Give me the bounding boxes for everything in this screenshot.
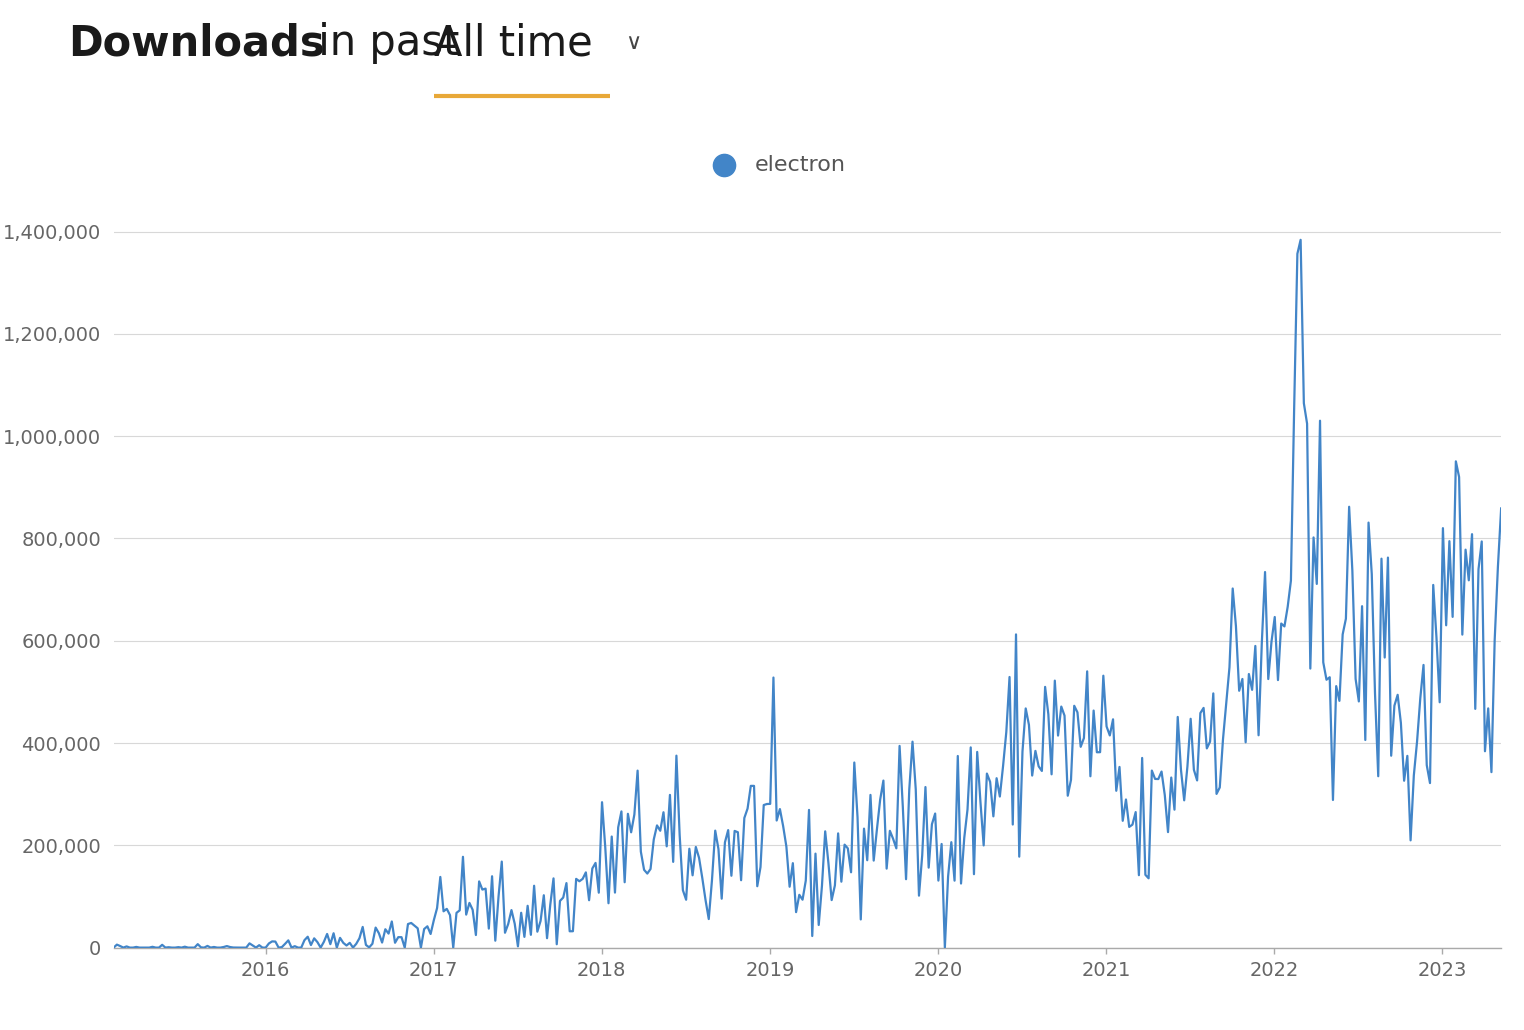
Text: in past: in past xyxy=(305,23,459,64)
Text: electron: electron xyxy=(754,154,846,175)
Text: All time: All time xyxy=(434,23,593,64)
Text: Downloads: Downloads xyxy=(69,23,325,64)
Text: ∨: ∨ xyxy=(625,33,642,54)
